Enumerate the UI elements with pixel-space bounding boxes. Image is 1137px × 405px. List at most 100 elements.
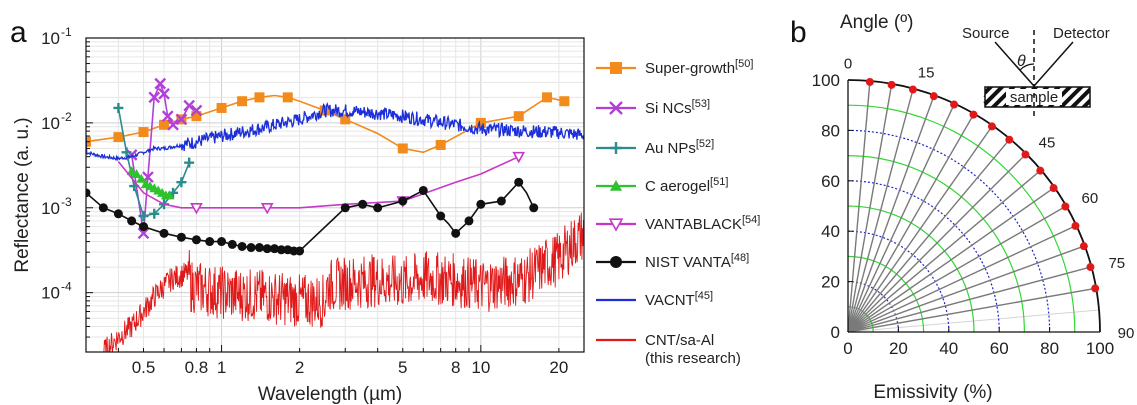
measurement-inset: sample θ Source Detector xyxy=(962,25,1110,120)
series-point xyxy=(451,228,461,238)
y-tick-label: 10 xyxy=(41,29,60,48)
series-cnt-sa-al xyxy=(103,212,584,352)
emissivity-point xyxy=(1091,284,1100,293)
y-tick-label: 0 xyxy=(831,323,840,342)
series-point xyxy=(113,102,124,113)
y-tick-label: 80 xyxy=(821,121,840,140)
emissivity-point xyxy=(1021,150,1030,159)
series-point xyxy=(148,91,161,104)
legend-name: Super-growth xyxy=(645,60,735,77)
polar-plot: 0020204040606080801001000153045607590 xyxy=(812,55,1135,358)
radial-grid-circle xyxy=(847,230,950,333)
series-point xyxy=(340,114,351,125)
emissivity-point xyxy=(1071,221,1080,230)
emissivity-spoke xyxy=(847,205,1066,333)
legend-name: Au NPs xyxy=(645,140,696,157)
x-tick-label: 0 xyxy=(843,339,852,358)
series-vacnt xyxy=(86,101,584,162)
series-point xyxy=(86,188,91,198)
legend-ref: [48] xyxy=(731,252,749,264)
series-point xyxy=(475,117,486,128)
series-point xyxy=(159,228,169,238)
legend-item: VACNT[45] xyxy=(596,290,713,309)
emissivity-spoke xyxy=(847,125,993,333)
emissivity-point xyxy=(950,100,959,109)
series-point xyxy=(154,77,167,90)
legend-item: NIST VANTA[48] xyxy=(596,252,749,271)
series-point xyxy=(191,111,202,122)
x-tick-label: 40 xyxy=(939,339,958,358)
x-tick-label: 8 xyxy=(451,358,460,377)
series-point xyxy=(610,142,622,154)
y-tick-label: 10 xyxy=(41,199,60,218)
series-point xyxy=(137,227,150,240)
angle-tick-label: 45 xyxy=(1039,134,1056,151)
legend-ref: [45] xyxy=(695,290,713,302)
series-point xyxy=(373,203,383,213)
emissivity-point xyxy=(929,92,938,101)
series-point xyxy=(418,185,428,195)
x-tick-label: 2 xyxy=(295,358,304,377)
emissivity-point xyxy=(1036,166,1045,175)
series-point xyxy=(262,244,272,254)
series-point xyxy=(217,237,227,247)
series-point xyxy=(164,190,175,200)
series-point xyxy=(608,218,624,232)
legend-item: CNT/sa-Al(this research) xyxy=(596,332,741,367)
legend-a: Super-growth[50] Si NCs[53] Au NPs[52] C ae… xyxy=(596,58,760,367)
emissivity-spoke xyxy=(847,104,955,333)
series-point xyxy=(139,222,149,232)
emissivity-spoke xyxy=(847,81,871,333)
plot-a-series xyxy=(86,77,584,352)
series-point xyxy=(183,99,196,112)
emissivity-spoke xyxy=(847,170,1041,333)
angle-tick-label: 75 xyxy=(1108,255,1125,272)
series-point xyxy=(237,241,247,251)
emissivity-spoke xyxy=(847,84,893,333)
legend-name: VACNT xyxy=(645,292,695,309)
legend-item: Si NCs[53] xyxy=(596,98,710,117)
series-point xyxy=(158,87,170,100)
radial-grid-circle xyxy=(847,129,1051,333)
series-point xyxy=(358,199,368,209)
y-tick-label: 40 xyxy=(821,222,840,241)
x-tick-label: 20 xyxy=(889,339,908,358)
series-point xyxy=(260,202,274,215)
series-au-nps xyxy=(113,102,195,222)
legend-label: VACNT[45] xyxy=(645,290,713,309)
series-point xyxy=(113,132,124,143)
series-point xyxy=(435,139,446,150)
series-point xyxy=(205,237,215,247)
legend-name: C aerogel xyxy=(645,178,710,195)
series-point xyxy=(190,202,203,215)
series-point xyxy=(542,92,553,103)
source-label: Source xyxy=(962,25,1010,42)
legend-label: NIST VANTA[48] xyxy=(645,252,749,271)
y-tick-exponent: -4 xyxy=(61,280,72,294)
emissivity-point xyxy=(908,85,917,94)
series-line xyxy=(86,101,584,162)
y-tick-label: 10 xyxy=(41,114,60,133)
series-si-ncs xyxy=(125,77,203,240)
emissivity-spoke xyxy=(847,95,935,333)
emissivity-point xyxy=(1005,135,1014,144)
emissivity-point xyxy=(865,77,874,86)
radial-grid-circle xyxy=(847,180,1000,333)
detector-label: Detector xyxy=(1053,25,1110,42)
series-point xyxy=(126,166,137,176)
x-tick-label: 60 xyxy=(990,339,1009,358)
legend-item: Super-growth[50] xyxy=(596,58,753,77)
x-tick-label: 1 xyxy=(217,358,226,377)
y-tick-label: 10 xyxy=(41,284,60,303)
series-point xyxy=(190,104,203,117)
emissivity-spoke xyxy=(847,89,914,333)
legend-name: VANTABLACK xyxy=(645,216,742,233)
series-super-growth xyxy=(86,92,570,154)
emissivity-point xyxy=(969,110,978,119)
plot-a-frame xyxy=(85,37,585,353)
legend-ref: [54] xyxy=(742,214,760,226)
series-line xyxy=(86,94,565,154)
legend-label: Au NPs[52] xyxy=(645,138,714,157)
legend-label: CNT/sa-Al xyxy=(645,332,714,349)
